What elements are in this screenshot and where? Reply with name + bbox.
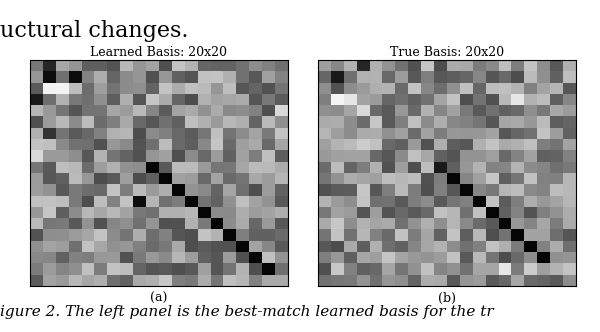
Text: (a): (a) xyxy=(151,292,167,305)
Text: igure 2. The left panel is the best-match learned basis for the tr: igure 2. The left panel is the best-matc… xyxy=(0,305,494,319)
Text: uctural changes.: uctural changes. xyxy=(0,20,188,42)
Title: Learned Basis: 20x20: Learned Basis: 20x20 xyxy=(91,45,227,58)
Text: (b): (b) xyxy=(438,292,456,305)
Title: True Basis: 20x20: True Basis: 20x20 xyxy=(390,45,504,58)
